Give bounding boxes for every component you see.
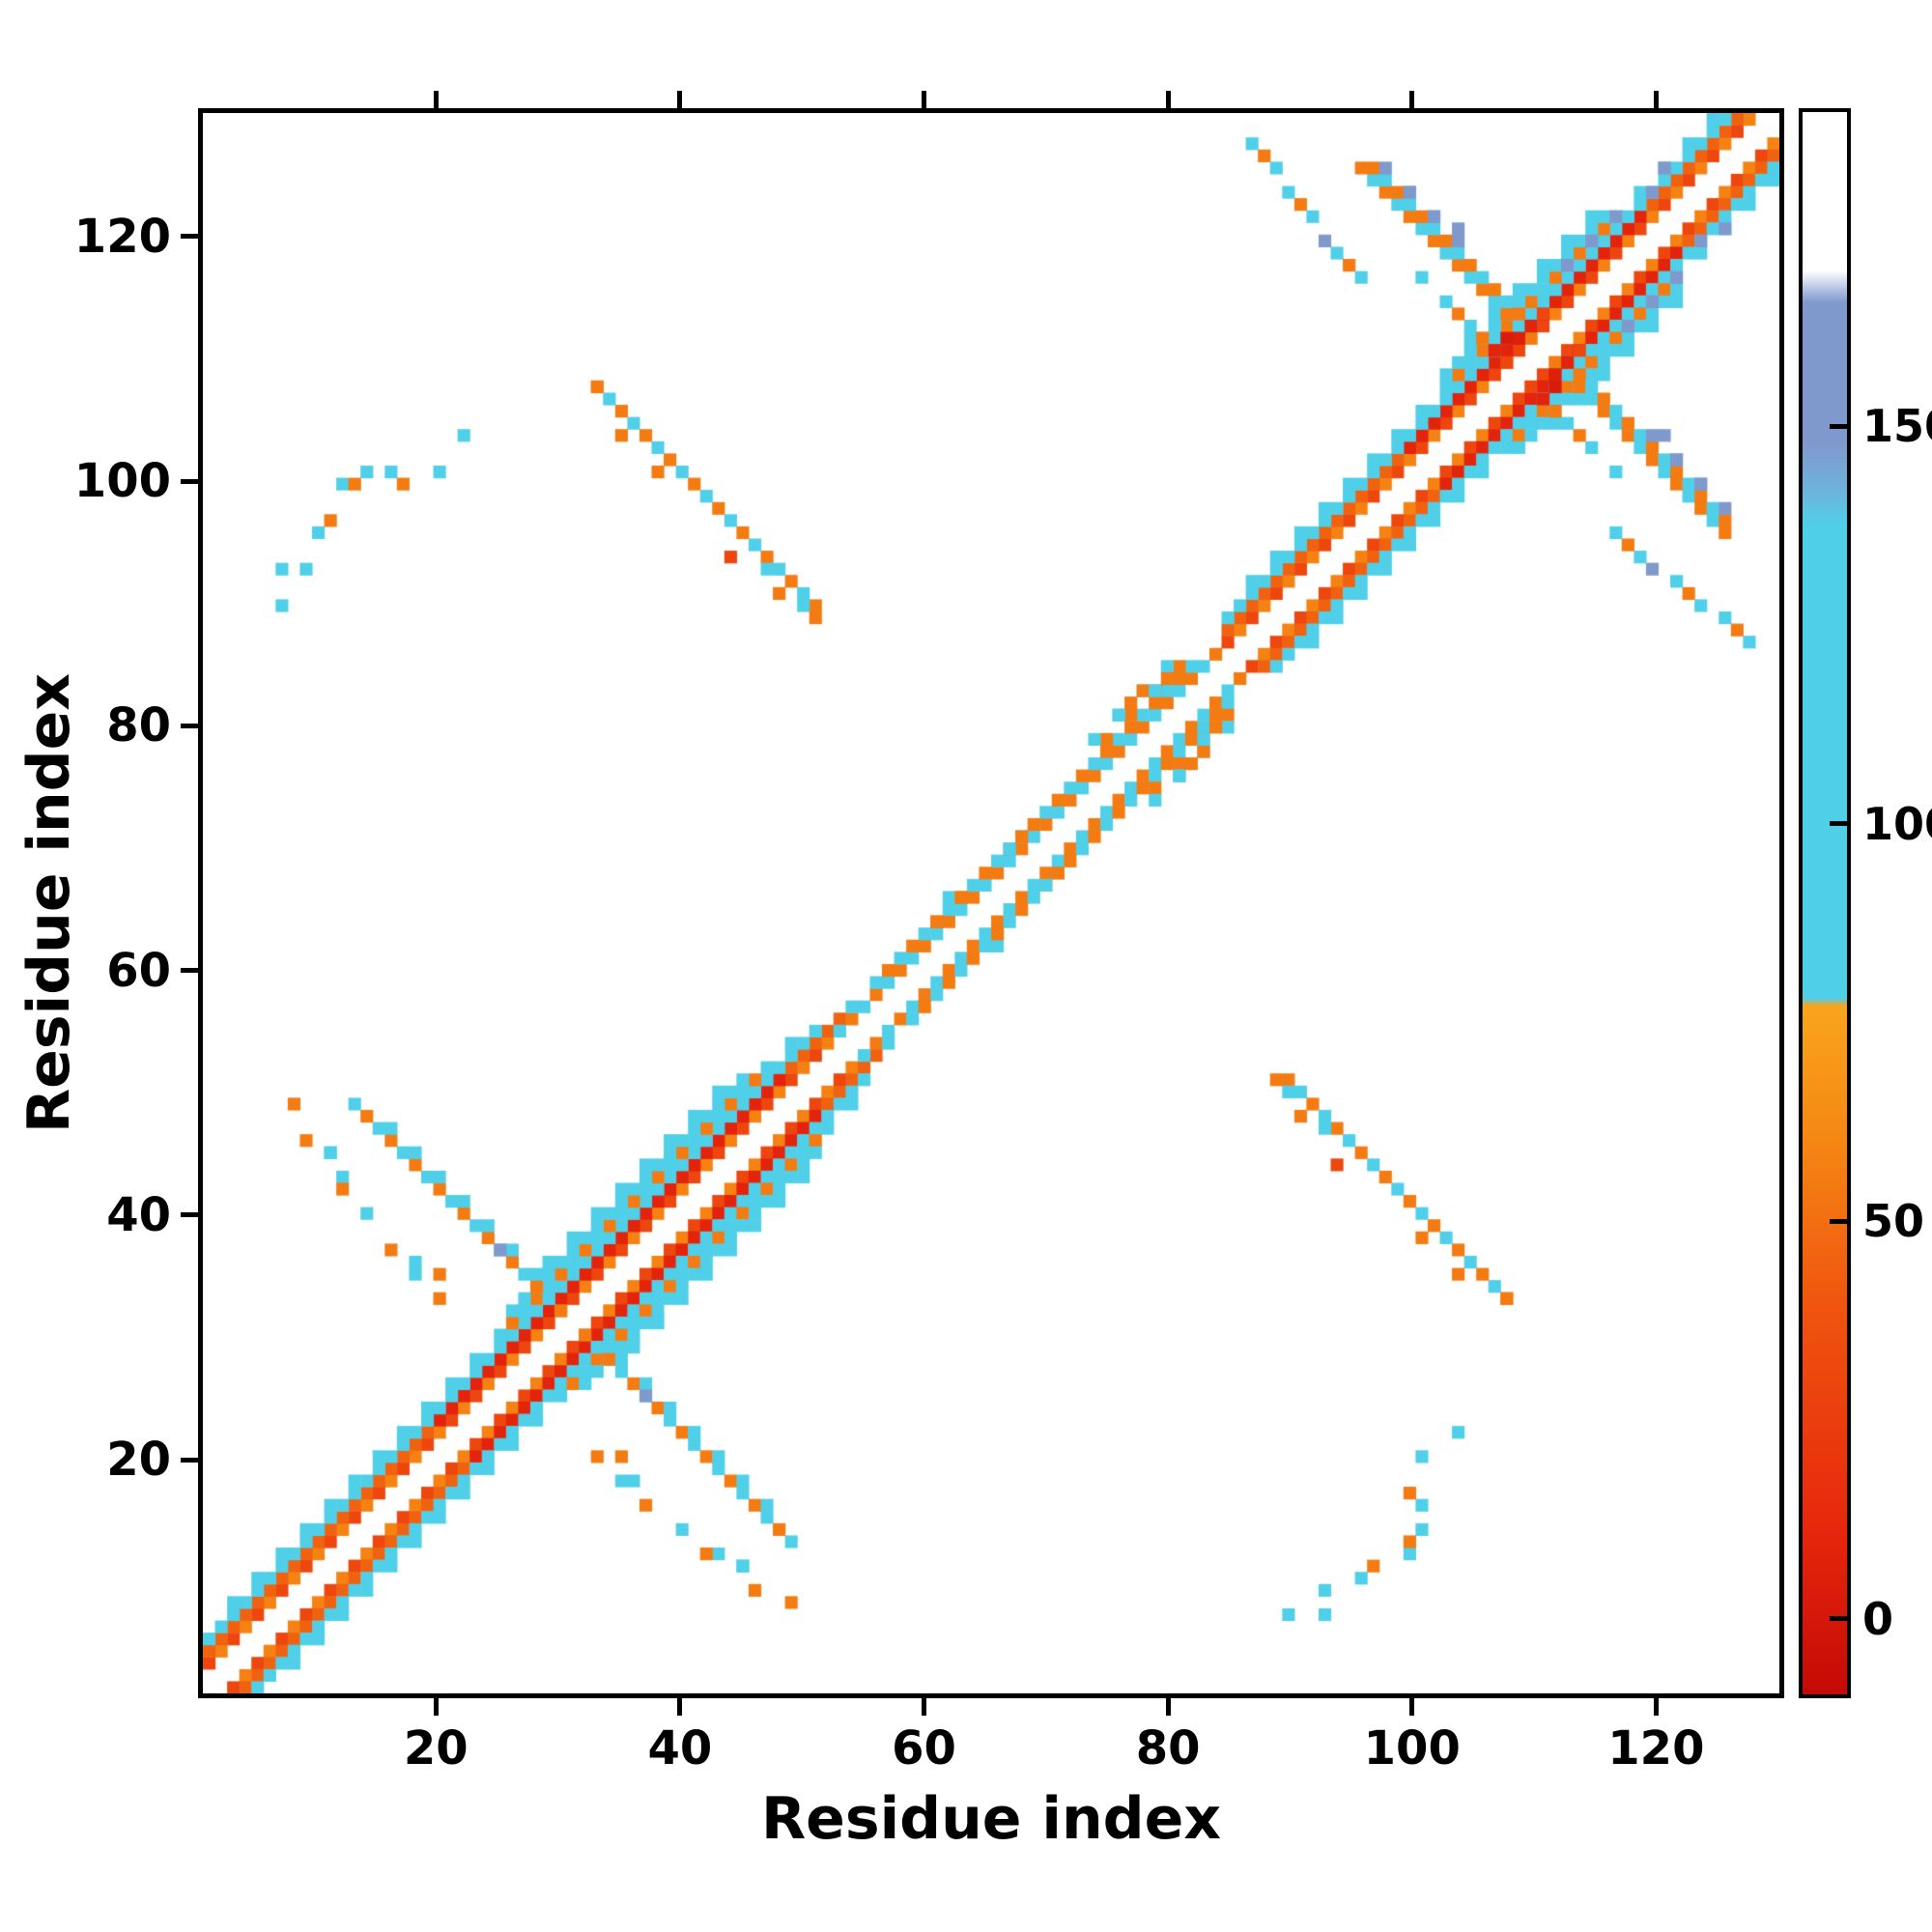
- x-tick-mark-top: [433, 91, 439, 108]
- y-tick-label: 20: [106, 1433, 171, 1488]
- y-tick-label: 80: [106, 698, 171, 753]
- y-axis-title-wrap: Residue index: [6, 108, 93, 1698]
- colorbar-tick-mark: [1830, 1218, 1847, 1224]
- colorbar: [1799, 108, 1851, 1698]
- y-tick-label: 120: [73, 209, 171, 264]
- x-tick-mark-top: [677, 91, 683, 108]
- y-tick-mark: [181, 1457, 198, 1463]
- y-tick-label: 40: [106, 1187, 171, 1242]
- x-tick-label: 80: [1135, 1721, 1201, 1776]
- x-tick-mark: [1653, 1698, 1659, 1716]
- x-tick-label: 100: [1363, 1721, 1461, 1776]
- y-tick-mark: [181, 1212, 198, 1218]
- y-axis-title: Residue index: [15, 672, 84, 1134]
- x-tick-label: 120: [1607, 1721, 1705, 1776]
- x-tick-mark-top: [1165, 91, 1171, 108]
- x-axis-title: Residue index: [760, 1785, 1222, 1853]
- x-tick-mark-top: [1653, 91, 1659, 108]
- colorbar-tick-label: 150: [1862, 400, 1932, 453]
- x-tick-label: 60: [892, 1721, 956, 1776]
- colorbar-tick-label: 50: [1862, 1195, 1925, 1248]
- colorbar-gradient: [1803, 112, 1847, 1694]
- x-tick-mark: [1409, 1698, 1415, 1716]
- y-tick-mark: [181, 723, 198, 728]
- colorbar-tick-mark: [1830, 1616, 1847, 1622]
- contact-map-canvas: [203, 113, 1779, 1693]
- x-tick-mark: [1165, 1698, 1171, 1716]
- x-tick-mark-top: [922, 91, 927, 108]
- heatmap-plot-area: [198, 108, 1784, 1698]
- colorbar-tick-label: 0: [1862, 1592, 1894, 1645]
- x-tick-mark-top: [1409, 91, 1415, 108]
- y-tick-mark: [181, 234, 198, 240]
- colorbar-tick-mark: [1830, 423, 1847, 429]
- y-tick-label: 60: [106, 943, 171, 998]
- y-tick-mark: [181, 968, 198, 974]
- x-tick-label: 20: [403, 1721, 469, 1776]
- y-tick-mark: [181, 478, 198, 484]
- x-tick-label: 40: [647, 1721, 713, 1776]
- x-tick-mark: [433, 1698, 439, 1716]
- colorbar-tick-label: 100: [1862, 797, 1932, 850]
- x-tick-mark: [922, 1698, 927, 1716]
- colorbar-tick-mark: [1830, 821, 1847, 827]
- y-tick-label: 100: [73, 454, 171, 509]
- x-tick-mark: [677, 1698, 683, 1716]
